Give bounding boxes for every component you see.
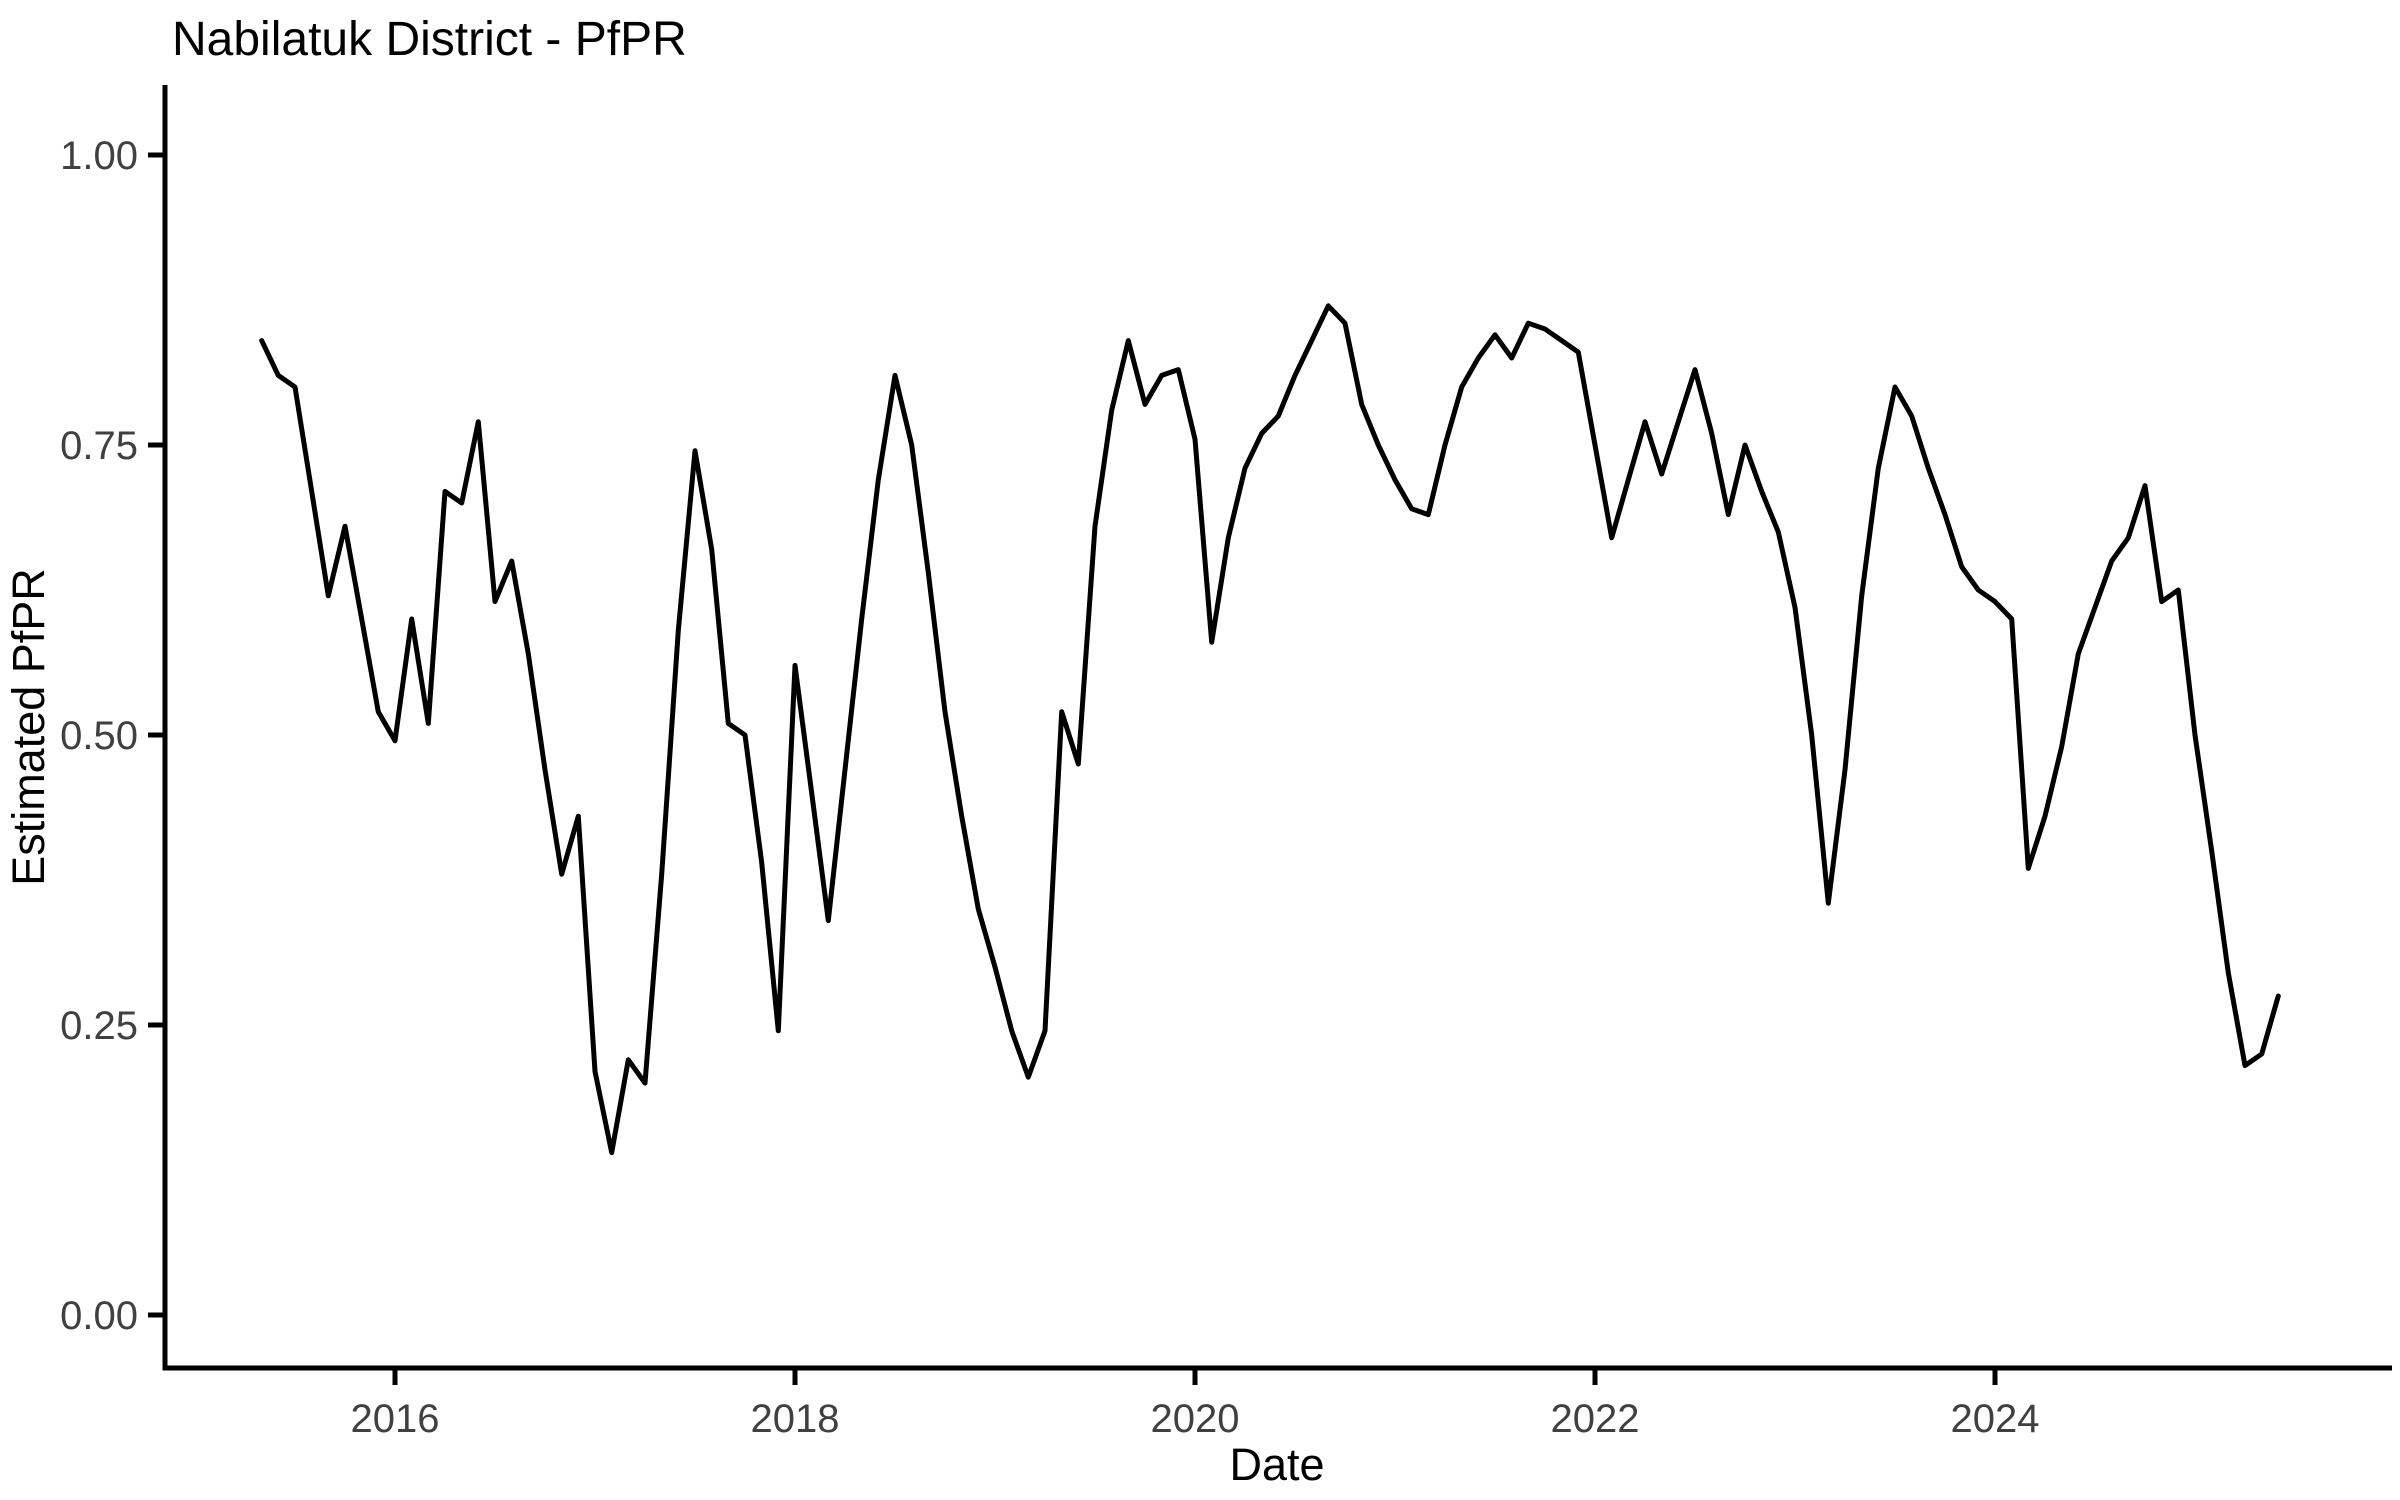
y-axis-title: Estimated PfPR [3,568,54,886]
x-tick-label: 2022 [1551,1397,1640,1441]
y-tick-label: 0.50 [60,714,138,758]
y-tick-label: 0.00 [60,1294,138,1338]
x-tick-label: 2016 [351,1397,440,1441]
x-axis-title: Date [1229,1439,1324,1490]
series-group [259,303,2281,1156]
x-tick-label: 2018 [751,1397,840,1441]
x-axis-ticks: 2016 2018 2020 2022 2024 [351,1368,2040,1441]
y-tick-label: 0.75 [60,424,138,468]
axes [162,85,2392,1371]
y-axis-ticks: 0.00 0.25 0.50 0.75 1.00 [60,134,165,1338]
y-tick-label: 1.00 [60,134,138,178]
chart-title: Nabilatuk District - PfPR [172,13,687,66]
x-tick-label: 2024 [1951,1397,2040,1441]
x-tick-label: 2020 [1151,1397,1240,1441]
pfpr-series-line [259,303,2281,1156]
y-tick-label: 0.25 [60,1004,138,1048]
